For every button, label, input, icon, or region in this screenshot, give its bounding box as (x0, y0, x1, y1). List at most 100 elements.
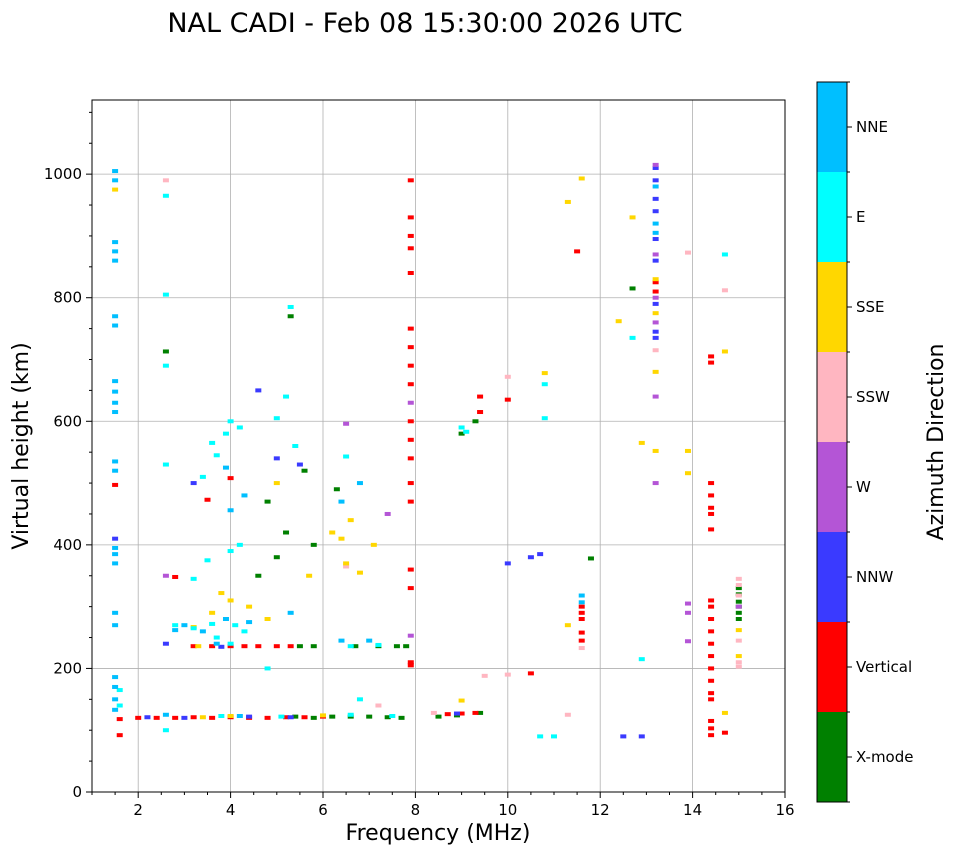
data-point-vertical (472, 710, 479, 715)
data-point-nne (222, 465, 229, 470)
data-point-e (638, 657, 645, 662)
data-point-sse (638, 440, 645, 445)
data-point-w (652, 252, 659, 257)
data-point-nne (112, 707, 119, 712)
x-tick-label: 8 (411, 801, 421, 819)
data-point-vertical (708, 511, 715, 516)
data-point-vertical (652, 289, 659, 294)
data-point-sse (652, 311, 659, 316)
data-point-nne (578, 593, 585, 598)
data-point-ssw (735, 576, 742, 581)
data-point-vertical (407, 246, 414, 251)
colorbar-tick-label: X-mode (856, 748, 913, 766)
data-point-sse (652, 277, 659, 282)
y-axis-label: Virtual height (km) (9, 342, 34, 549)
data-point-e (204, 558, 211, 563)
data-point-nne (338, 638, 345, 643)
data-point-e (236, 425, 243, 430)
data-point-vertical (407, 586, 414, 591)
data-point-vertical (578, 630, 585, 635)
data-point-x-mode (329, 714, 336, 719)
data-point-nnw (273, 456, 280, 461)
data-point-e (551, 734, 557, 739)
data-point-sse (195, 644, 202, 649)
colorbar-segment (817, 262, 847, 352)
data-point-vertical (477, 410, 484, 415)
data-point-w (684, 639, 691, 644)
data-point-x-mode (283, 530, 290, 535)
data-point-vertical (407, 663, 414, 668)
data-point-nnw (620, 734, 627, 739)
data-point-vertical (407, 363, 414, 368)
x-tick-label: 12 (591, 801, 610, 819)
data-point-sse (721, 349, 728, 354)
data-point-e (162, 292, 169, 297)
data-point-sse (578, 176, 585, 181)
data-point-e (162, 193, 169, 198)
data-point-ssw (343, 564, 350, 569)
colorbar-segment (817, 172, 847, 262)
data-point-nne (652, 184, 659, 189)
data-point-sse (343, 561, 350, 566)
y-tick-label: 800 (53, 289, 82, 307)
data-point-e (283, 394, 290, 399)
data-point-nne (112, 410, 119, 415)
data-point-sse (264, 617, 271, 621)
data-point-e (287, 304, 294, 309)
data-point-vertical (407, 419, 414, 424)
data-point-vertical (209, 644, 216, 649)
data-point-nnw (537, 552, 544, 557)
y-tick-label: 1000 (44, 165, 82, 183)
data-point-w (652, 320, 659, 325)
data-point-x-mode (398, 715, 405, 720)
data-point-e (209, 440, 216, 445)
data-point-e (236, 542, 243, 547)
data-point-sse (721, 710, 728, 715)
data-point-sse (652, 448, 659, 453)
data-point-vertical (574, 249, 581, 254)
data-point-vertical (407, 326, 414, 331)
data-point-nnw (638, 734, 645, 739)
data-point-vertical (301, 715, 308, 720)
data-point-vertical (407, 481, 414, 486)
data-point-vertical (209, 715, 216, 720)
data-point-nne (112, 249, 119, 254)
data-point-nnw (652, 329, 659, 334)
data-point-e (218, 714, 225, 719)
colorbar-segment (817, 352, 847, 442)
grid (92, 100, 786, 793)
data-point-sse (227, 598, 234, 603)
data-point-x-mode (403, 644, 410, 649)
data-point-x-mode (292, 714, 299, 719)
data-point-nnw (287, 715, 294, 720)
data-point-vertical (458, 711, 465, 716)
data-point-nne (112, 258, 119, 263)
data-point-sse (356, 570, 363, 575)
data-point-sse (370, 542, 377, 547)
data-point-x-mode (273, 555, 280, 560)
data-point-nne (112, 323, 119, 328)
data-point-e (541, 382, 548, 387)
data-point-vertical (708, 654, 715, 659)
data-point-sse (458, 698, 465, 703)
data-point-nne (246, 620, 253, 625)
data-point-nne (112, 389, 119, 394)
x-tick-label: 14 (683, 801, 702, 819)
data-point-e (347, 712, 354, 717)
data-point-vertical (708, 493, 715, 498)
data-point-nne (112, 314, 119, 319)
data-point-vertical (407, 437, 414, 442)
data-point-e (458, 425, 465, 430)
data-point-nnw (504, 561, 511, 566)
data-point-ssw (735, 638, 742, 643)
data-point-e (213, 635, 220, 640)
data-point-x-mode (629, 286, 636, 291)
data-point-x-mode (366, 714, 373, 719)
data-point-x-mode (735, 586, 742, 591)
data-point-ssw (504, 672, 511, 677)
colorbar-tick-label: Vertical (856, 658, 912, 676)
data-point-x-mode (310, 644, 317, 649)
data-point-nne (241, 493, 248, 498)
data-point-nne (181, 623, 188, 628)
